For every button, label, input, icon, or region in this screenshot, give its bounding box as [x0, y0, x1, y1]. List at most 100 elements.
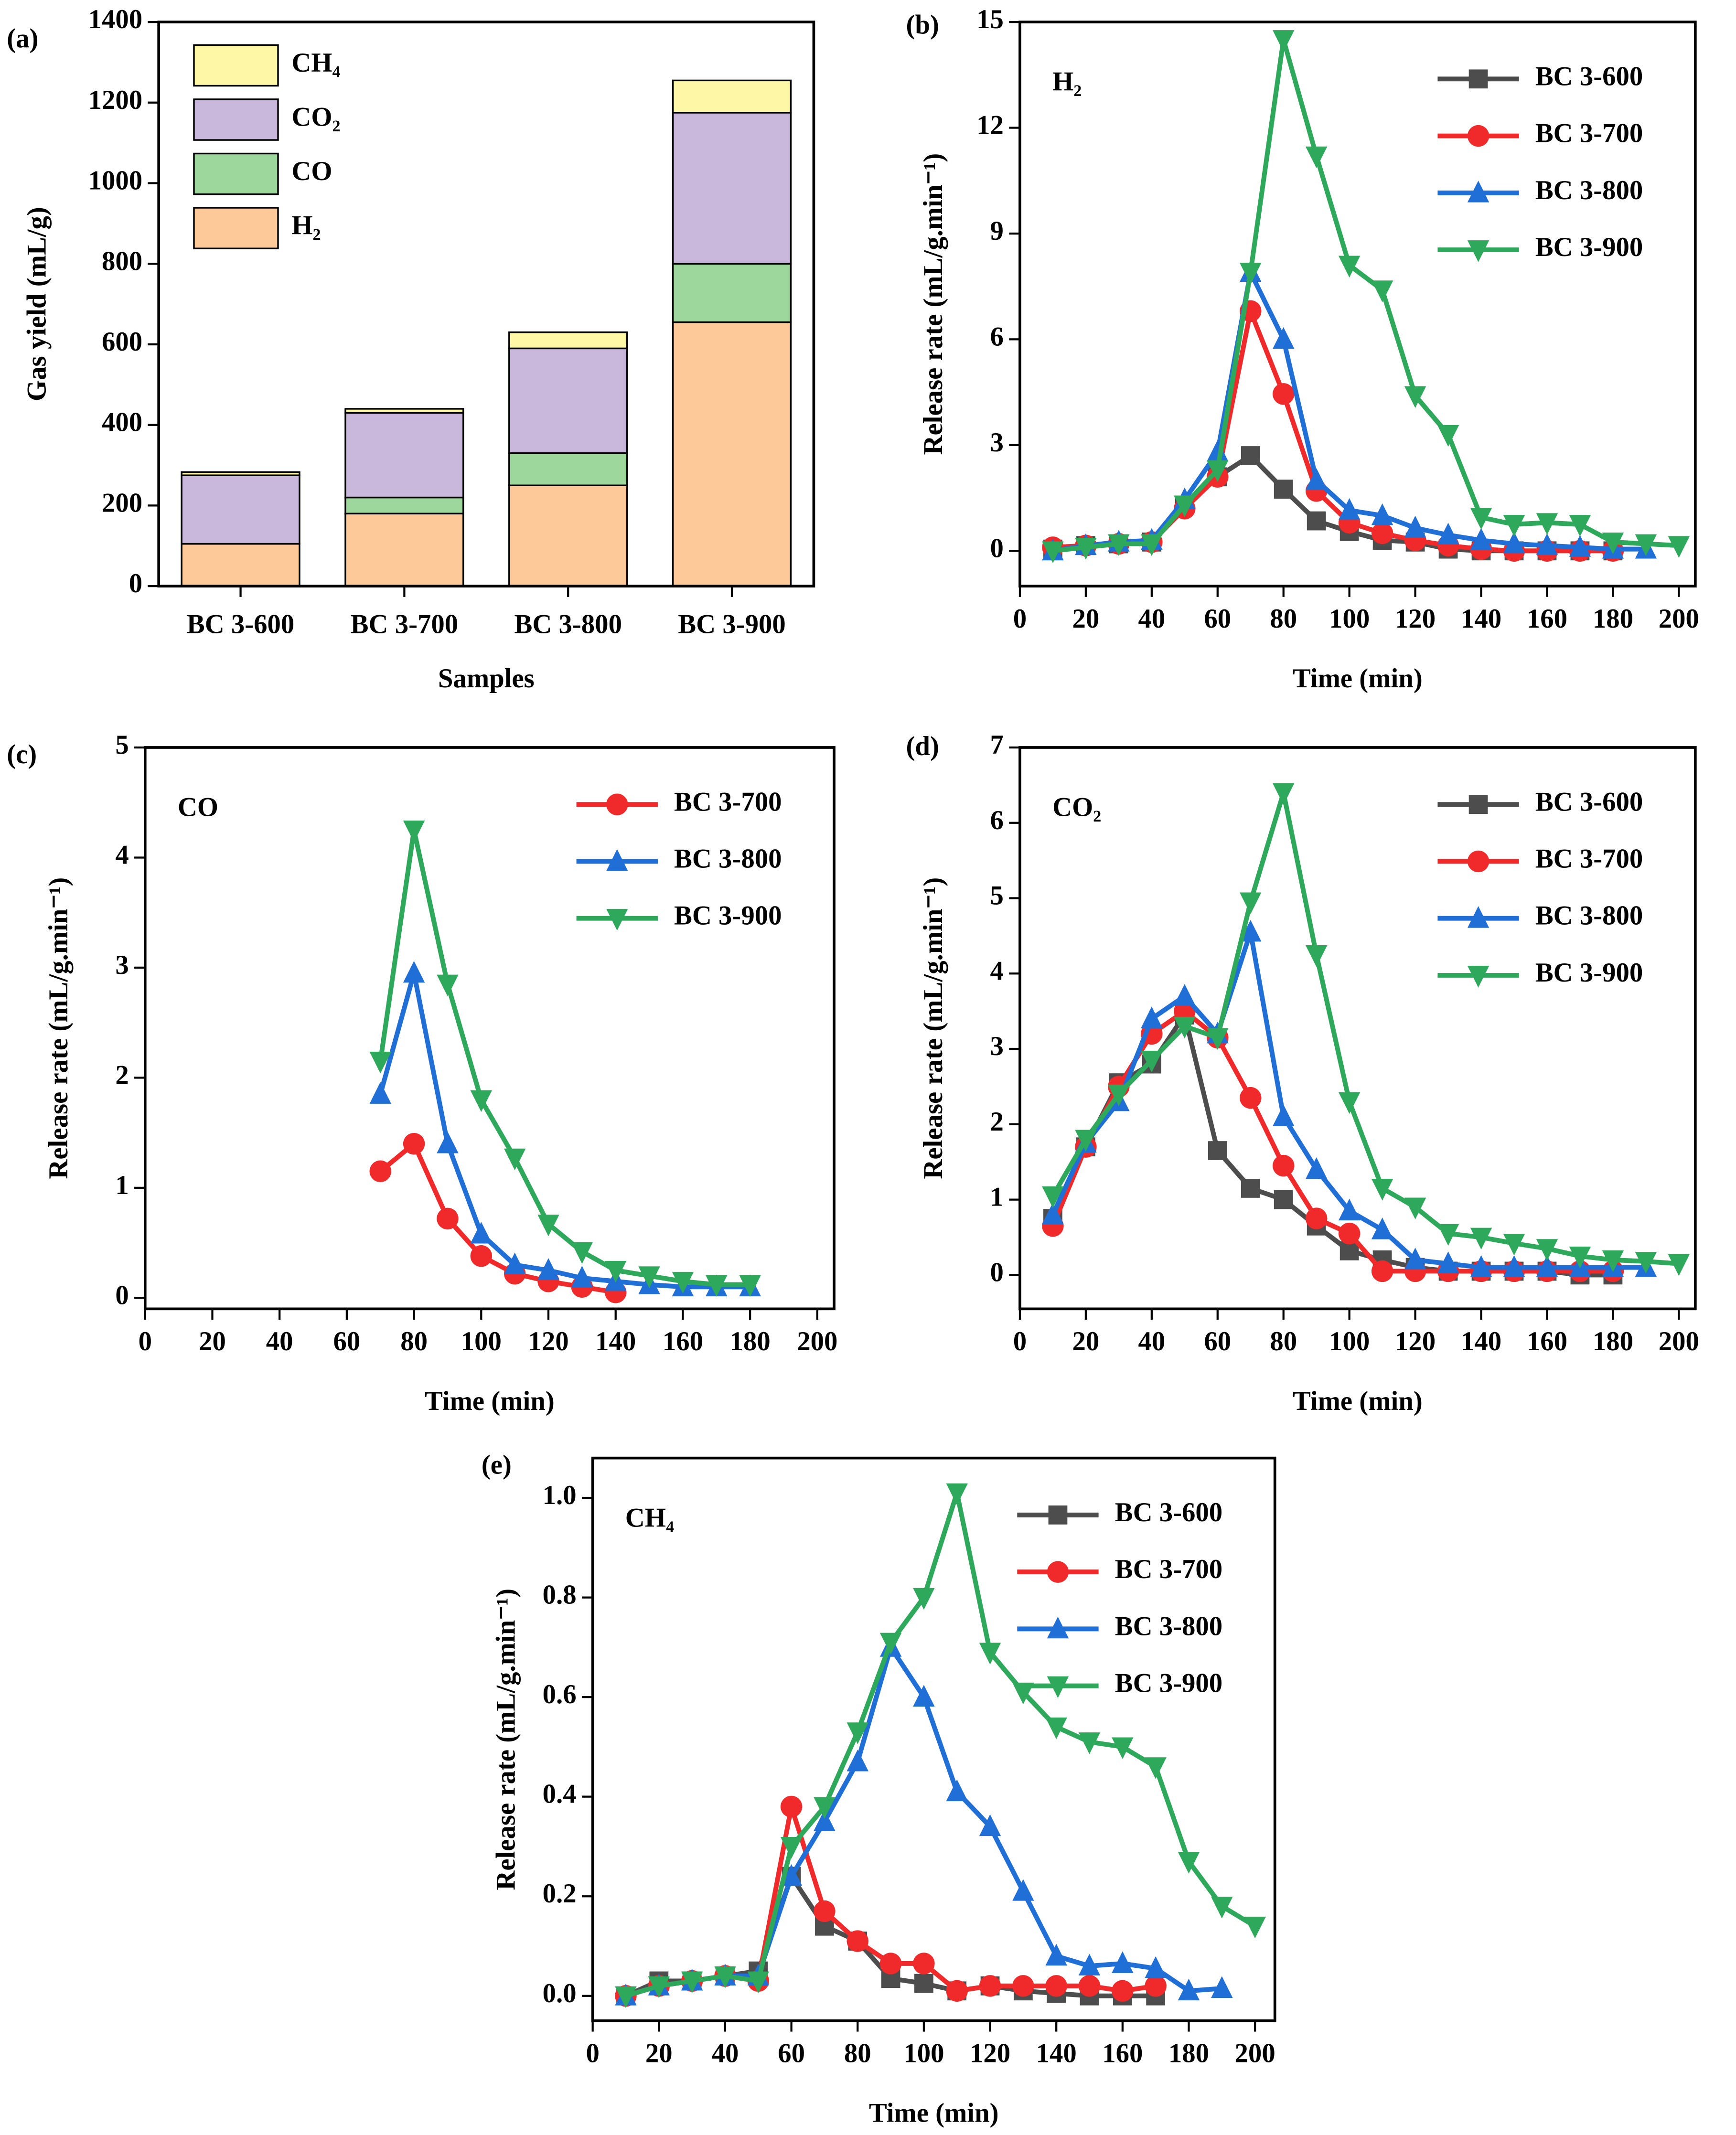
marker [1467, 966, 1490, 988]
y-tick-label: 800 [102, 246, 142, 276]
marker [747, 1971, 769, 1993]
y-tick-label: 1200 [88, 85, 143, 115]
marker [979, 1643, 1001, 1665]
marker [1305, 945, 1328, 967]
marker [1470, 1255, 1492, 1277]
y-tick-label: 1 [115, 1170, 129, 1200]
marker [847, 1750, 868, 1772]
bar-segment [672, 112, 792, 265]
legend-label: BC 3-900 [1115, 1668, 1222, 1698]
y-tick-label: 7 [990, 730, 1004, 760]
marker [814, 1797, 836, 1819]
legend-swatch [193, 207, 279, 249]
x-tick-label: 120 [970, 2039, 1010, 2069]
x-tick-label: 0 [1013, 604, 1027, 634]
panel: (b) H₂ 0 3 6 9 12 15 Release rate (mL/g.min⁻¹) Ti… [906, 4, 1699, 694]
marker [1141, 534, 1163, 556]
marker [470, 1245, 493, 1267]
marker [1240, 263, 1262, 285]
x-tick-label: 80 [1270, 1326, 1297, 1356]
y-tick-label: 0 [129, 568, 142, 598]
y-tick-label: 4 [990, 956, 1004, 986]
marker [1047, 1561, 1069, 1583]
marker [648, 1976, 670, 1998]
marker [638, 1266, 660, 1288]
y-axis-label: Release rate (mL/g.min⁻¹) [918, 877, 948, 1179]
legend-label: BC 3-700 [1115, 1554, 1222, 1584]
x-tick-label: 100 [461, 1326, 502, 1356]
marker [1178, 1978, 1200, 2001]
marker [1141, 1050, 1163, 1073]
y-tick-label: 5 [990, 881, 1004, 911]
y-tick-label: 1.0 [543, 1480, 577, 1510]
marker [1305, 468, 1328, 490]
marker [437, 1132, 459, 1153]
marker [1371, 1260, 1393, 1282]
marker [1211, 1976, 1233, 1998]
marker [1437, 1251, 1459, 1273]
marker [780, 1837, 803, 1859]
marker [1274, 1190, 1293, 1209]
legend-label: CH₄ [291, 48, 340, 78]
marker [606, 908, 628, 931]
x-tick-label: 200 [1235, 2039, 1275, 2069]
plot-frame [1018, 746, 1697, 1311]
marker [606, 849, 628, 871]
marker [1602, 1250, 1624, 1272]
x-tick-label: BC 3-800 [514, 609, 622, 639]
y-tick-label: 3 [115, 950, 129, 980]
marker [571, 1242, 593, 1264]
y-tick-label: 0 [990, 533, 1004, 563]
x-tick-label: 100 [1329, 1326, 1370, 1356]
bar-segment [344, 512, 464, 587]
x-tick-label: 80 [844, 2039, 871, 2069]
x-tick-label: 120 [528, 1326, 568, 1356]
marker [1108, 534, 1130, 556]
marker [1045, 1975, 1067, 1997]
marker [1042, 541, 1064, 563]
x-tick-label: 180 [1168, 2039, 1209, 2069]
marker [1305, 146, 1328, 169]
bar-segment [672, 263, 792, 323]
x-tick-label: 180 [1593, 604, 1633, 634]
panel-label: (b) [906, 10, 939, 40]
series-line [378, 827, 750, 1287]
x-axis-label: Time (min) [869, 2098, 999, 2128]
bar-segment [181, 474, 300, 545]
x-tick-label: BC 3-900 [678, 609, 785, 639]
marker [946, 1779, 968, 1802]
marker [1145, 1956, 1167, 1978]
marker [1437, 1224, 1459, 1246]
marker [1338, 498, 1361, 520]
marker [1078, 1975, 1101, 1997]
legend-label: BC 3-800 [674, 843, 782, 874]
marker [1536, 533, 1558, 555]
marker [1075, 1130, 1097, 1152]
marker [1305, 1207, 1328, 1229]
marker [1602, 532, 1624, 555]
marker [504, 1148, 526, 1171]
marker [537, 1215, 559, 1237]
marker [946, 1483, 968, 1505]
x-tick-label: 40 [266, 1326, 293, 1356]
x-tick-label: 140 [1461, 1326, 1501, 1356]
marker [1211, 1897, 1233, 1919]
marker [1174, 984, 1196, 1006]
legend-label: BC 3-600 [1535, 787, 1643, 817]
x-tick-label: 100 [1329, 604, 1370, 634]
marker [1470, 528, 1492, 550]
x-axis-label: Time (min) [1293, 1386, 1423, 1416]
marker [1244, 1916, 1266, 1939]
marker [1569, 1247, 1591, 1269]
panel-label: (e) [482, 1450, 512, 1480]
legend-swatch [193, 152, 279, 195]
marker [1273, 1154, 1295, 1177]
marker [879, 1953, 902, 1975]
legend-label: BC 3-700 [1535, 118, 1643, 149]
marker [1404, 1248, 1426, 1270]
x-tick-label: 200 [1659, 604, 1699, 634]
series-line [1052, 453, 1613, 554]
x-tick-label: 140 [595, 1326, 636, 1356]
x-tick-label: 160 [1527, 604, 1567, 634]
